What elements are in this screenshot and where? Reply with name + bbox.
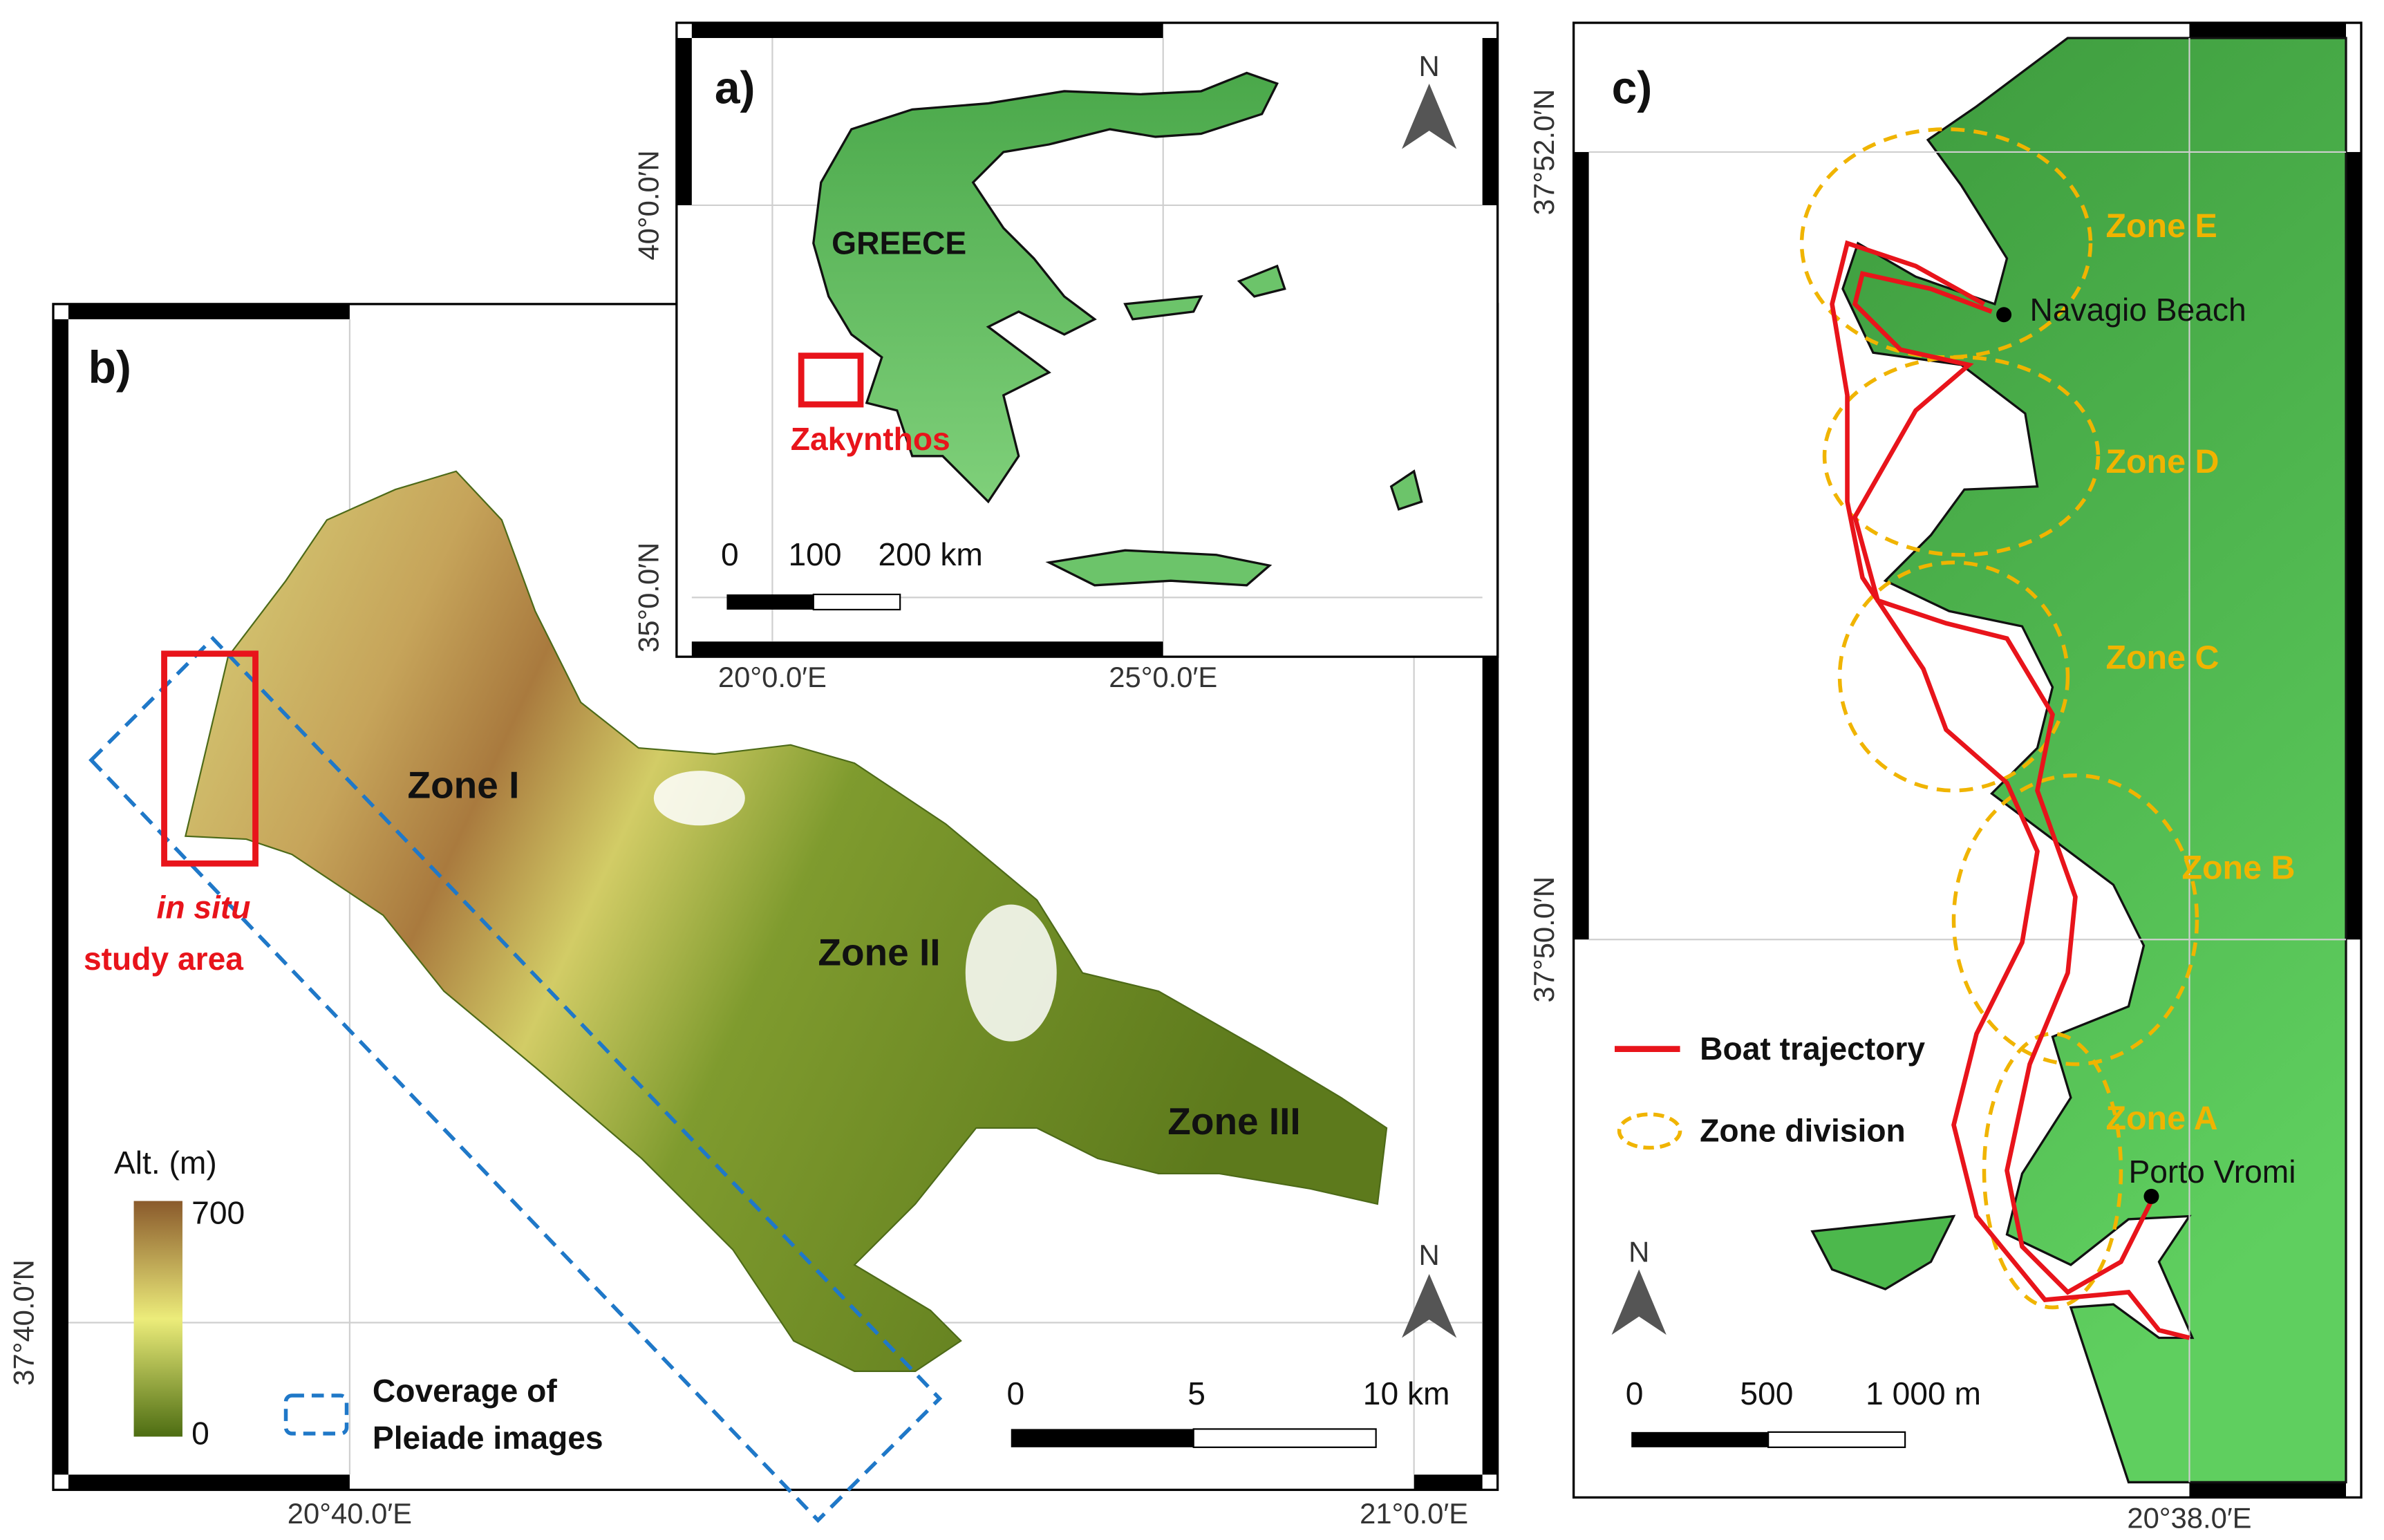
frame-bar bbox=[2189, 1482, 2347, 1498]
cloud-mask bbox=[965, 904, 1057, 1042]
frame-bar bbox=[1482, 653, 1498, 1475]
lon-label: 20°0.0′E bbox=[718, 661, 827, 693]
scale-bar bbox=[1767, 1431, 1906, 1448]
frame-bar bbox=[1414, 1474, 1483, 1490]
zone-b-outline bbox=[1951, 773, 2199, 1067]
scale-bar bbox=[726, 594, 814, 610]
study-area-box bbox=[161, 650, 259, 867]
panel-c: c) Zone E Zone D Zone C Zone B Zone A Na… bbox=[1528, 21, 2363, 1534]
legend-title: Alt. (m) bbox=[114, 1145, 217, 1181]
island bbox=[1237, 264, 1286, 298]
lon-label: 21°0.0′E bbox=[1360, 1497, 1468, 1530]
north-arrow bbox=[1402, 1274, 1457, 1338]
scale-bar bbox=[1631, 1431, 1769, 1447]
zone-label: Zone III bbox=[1167, 1100, 1300, 1143]
lat-label: 40°0.0′N bbox=[632, 150, 664, 260]
north-label: N bbox=[1629, 1236, 1649, 1268]
north-arrow bbox=[1402, 83, 1457, 149]
lon-label: 20°38.0′E bbox=[2127, 1501, 2251, 1534]
pleiade-coverage bbox=[88, 635, 943, 1523]
zone-label: Zone D bbox=[2105, 443, 2219, 480]
frame-bar bbox=[676, 37, 692, 205]
place-label: Porto Vromi bbox=[2128, 1154, 2296, 1190]
scale-label: 0 bbox=[1626, 1375, 1644, 1411]
frame-bar bbox=[68, 303, 350, 319]
islet bbox=[1810, 1214, 1956, 1290]
zakynthos-box bbox=[798, 353, 864, 408]
frame-bar bbox=[691, 641, 1163, 657]
zone-label: Zone I bbox=[407, 764, 519, 807]
frame-bar bbox=[691, 22, 1163, 38]
scale-label: 10 km bbox=[1363, 1375, 1450, 1411]
study-area-label: study area bbox=[84, 941, 243, 977]
scale-label: 100 bbox=[788, 536, 841, 572]
site-label: Zakynthos bbox=[791, 421, 950, 457]
lat-label: 35°0.0′N bbox=[632, 543, 664, 652]
zone-divisions bbox=[1799, 127, 2199, 1310]
north-arrow bbox=[1611, 1269, 1667, 1335]
zone-label: Zone E bbox=[2105, 207, 2217, 245]
zone-label: Zone II bbox=[818, 931, 940, 974]
panel-label: c) bbox=[1612, 62, 1653, 113]
north-label: N bbox=[1419, 1239, 1440, 1271]
country-label: GREECE bbox=[832, 225, 966, 261]
zone-c-outline bbox=[1837, 561, 2070, 793]
greece bbox=[812, 71, 1279, 504]
north-label: N bbox=[1419, 50, 1440, 82]
zone-a-outline bbox=[1982, 1031, 2123, 1310]
legend-min: 0 bbox=[191, 1415, 209, 1451]
boat-trajectory bbox=[1830, 240, 2190, 1340]
island-dem bbox=[184, 470, 1388, 1372]
legend-label: Zone division bbox=[1700, 1113, 1906, 1149]
scale-bar bbox=[812, 593, 901, 611]
coverage-legend-key bbox=[283, 1393, 349, 1436]
cloud-mask bbox=[653, 771, 745, 826]
frame-bar bbox=[53, 319, 68, 1475]
zone-e-outline bbox=[1799, 127, 2093, 359]
scale-label: 500 bbox=[1740, 1375, 1793, 1411]
crete bbox=[1045, 549, 1273, 587]
lat-label: 37°40.0′N bbox=[7, 1259, 39, 1386]
lat-label: 37°52.0′N bbox=[1528, 89, 1560, 216]
scale-label: 0 bbox=[1006, 1375, 1024, 1411]
study-area-label: in situ bbox=[157, 889, 251, 925]
frame-bar bbox=[68, 1474, 350, 1490]
legend-max: 700 bbox=[191, 1195, 245, 1231]
zone-label: Zone B bbox=[2181, 849, 2295, 886]
legend-key bbox=[1617, 1112, 1682, 1150]
zone-label: Zone C bbox=[2105, 639, 2219, 677]
lat-label: 37°50.0′N bbox=[1528, 876, 1560, 1003]
porto-vromi-point bbox=[2143, 1188, 2159, 1204]
scale-bar bbox=[1011, 1429, 1194, 1447]
zone-label: Zone A bbox=[2105, 1100, 2217, 1137]
scale-label: 1 000 m bbox=[1866, 1375, 1981, 1411]
frame-bar bbox=[2189, 22, 2347, 38]
scale-bar bbox=[1192, 1428, 1377, 1448]
zone-d-outline bbox=[1822, 355, 2101, 557]
frame-bar bbox=[1482, 37, 1498, 205]
lon-label: 20°40.0′E bbox=[288, 1497, 412, 1530]
panel-label: a) bbox=[715, 62, 755, 113]
frame-bar bbox=[2346, 151, 2362, 940]
color-bar bbox=[133, 1201, 182, 1437]
panel-a: a) GREECE Zakynthos 0 100 200 km N 40°0.… bbox=[632, 21, 1499, 693]
panel-label: b) bbox=[88, 341, 131, 393]
island bbox=[1389, 469, 1423, 511]
scale-label: 5 bbox=[1188, 1375, 1205, 1411]
legend-label: Boat trajectory bbox=[1700, 1031, 1925, 1067]
legend-label: Pleiade images bbox=[373, 1420, 603, 1456]
scale-label: 200 km bbox=[878, 536, 982, 572]
scale-label: 0 bbox=[721, 536, 739, 572]
island bbox=[1123, 294, 1203, 321]
legend-label: Coverage of bbox=[373, 1373, 557, 1409]
navagio-point bbox=[1996, 307, 2012, 323]
place-label: Navagio Beach bbox=[2029, 292, 2246, 328]
lon-label: 25°0.0′E bbox=[1109, 661, 1217, 693]
frame-bar bbox=[1573, 151, 1589, 940]
